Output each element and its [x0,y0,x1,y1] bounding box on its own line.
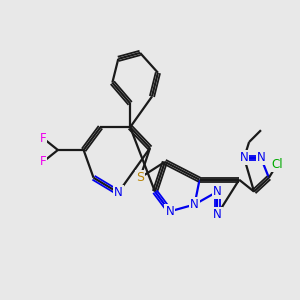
Text: N: N [213,185,222,198]
Text: N: N [165,205,174,218]
Text: S: S [136,171,144,184]
Text: N: N [256,152,265,164]
Text: N: N [190,198,199,211]
Text: Cl: Cl [271,158,283,171]
Text: F: F [40,132,46,145]
Text: N: N [114,186,123,199]
Text: F: F [40,155,46,168]
Text: N: N [213,208,222,221]
Text: N: N [240,152,248,164]
